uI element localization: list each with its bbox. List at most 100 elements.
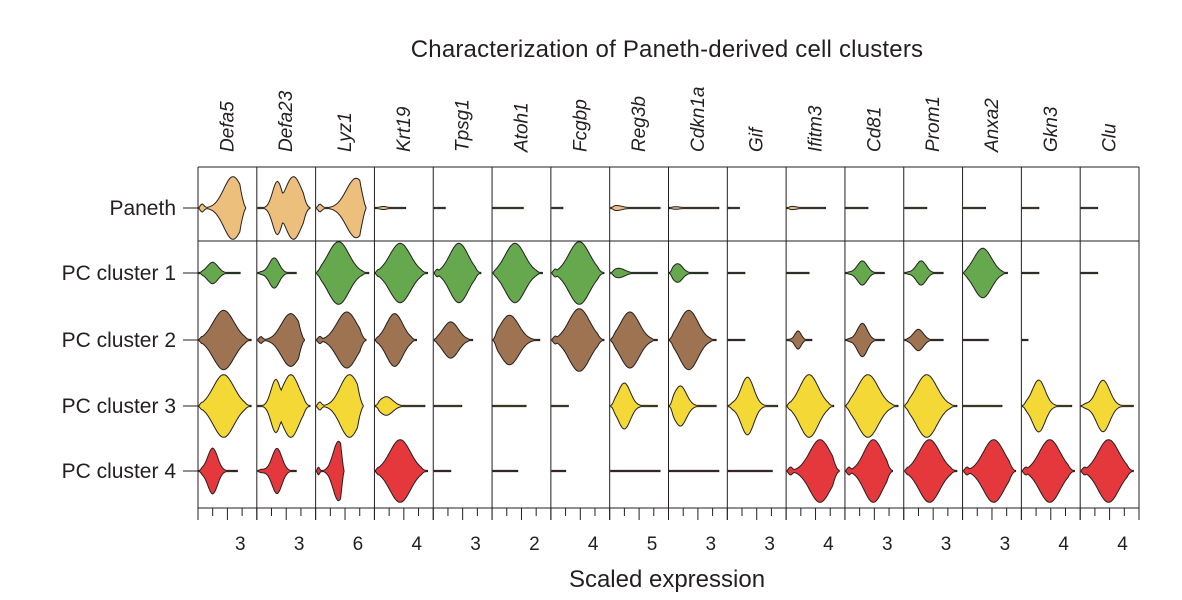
gene-label: Lyz1 bbox=[335, 112, 356, 152]
violin bbox=[1021, 271, 1040, 275]
axis-tick-label: 3 bbox=[294, 534, 305, 555]
violin bbox=[198, 309, 252, 371]
violin bbox=[786, 330, 813, 350]
violin bbox=[1080, 439, 1134, 503]
cluster-label: PC cluster 3 bbox=[62, 395, 176, 418]
violin bbox=[904, 374, 958, 438]
gene-label: Fcgbp bbox=[570, 99, 591, 152]
violin bbox=[551, 241, 605, 305]
axis-tick-label: 4 bbox=[588, 534, 599, 555]
axis-tick-label: 3 bbox=[706, 534, 717, 555]
violin bbox=[551, 206, 564, 210]
violin bbox=[963, 247, 1008, 299]
violin bbox=[727, 206, 740, 210]
cluster-label: PC cluster 4 bbox=[62, 460, 177, 483]
violin bbox=[963, 338, 989, 342]
violin bbox=[669, 469, 720, 473]
violin bbox=[316, 241, 370, 305]
gene-label: Reg3b bbox=[629, 96, 650, 152]
violin bbox=[551, 404, 569, 408]
gene-label: Prom1 bbox=[923, 96, 944, 152]
violin bbox=[610, 205, 661, 211]
violin bbox=[963, 206, 986, 210]
violin bbox=[492, 469, 519, 473]
violin bbox=[257, 447, 297, 495]
gene-label: Atoh1 bbox=[511, 102, 532, 153]
violin bbox=[374, 206, 407, 210]
gene-label: Krt19 bbox=[394, 106, 415, 152]
gene-label: Gkn3 bbox=[1041, 106, 1062, 152]
violin bbox=[904, 206, 928, 210]
violin bbox=[257, 313, 305, 367]
violin bbox=[845, 374, 899, 438]
violin bbox=[198, 374, 252, 438]
axis-tick-label: 4 bbox=[411, 534, 422, 555]
gene-label: Cd81 bbox=[864, 107, 885, 152]
violin bbox=[786, 271, 810, 275]
violin bbox=[1080, 379, 1134, 433]
gene-label: Clu bbox=[1100, 123, 1121, 152]
cluster-label: PC cluster 2 bbox=[62, 329, 176, 352]
violin bbox=[845, 439, 893, 503]
violin bbox=[610, 382, 658, 430]
axis-tick-label: 6 bbox=[353, 534, 364, 555]
violin bbox=[963, 404, 1003, 408]
x-axis-label: Scaled expression bbox=[568, 566, 766, 593]
cluster-label: Paneth bbox=[109, 197, 176, 220]
violin bbox=[963, 439, 1017, 503]
chart-title: Characterization of Paneth-derived cell … bbox=[410, 36, 924, 63]
violin bbox=[669, 385, 717, 427]
violin bbox=[786, 439, 840, 503]
gene-label: Cdkn1a bbox=[688, 87, 709, 153]
violin bbox=[316, 374, 364, 438]
axis-tick-label: 5 bbox=[647, 534, 658, 555]
violin bbox=[727, 338, 746, 342]
violin bbox=[374, 313, 417, 367]
gene-label: Defa23 bbox=[276, 90, 297, 152]
gene-label: Tpsg1 bbox=[453, 99, 474, 152]
gene-label: Ifitm3 bbox=[806, 105, 827, 152]
violin bbox=[904, 328, 944, 352]
violin bbox=[669, 309, 717, 371]
violin bbox=[1021, 379, 1073, 433]
violin bbox=[845, 260, 885, 286]
violin bbox=[433, 206, 446, 210]
violin bbox=[551, 469, 567, 473]
violin bbox=[1021, 439, 1075, 503]
gene-label: Defa5 bbox=[217, 101, 238, 152]
axis-tick-label: 3 bbox=[882, 534, 893, 555]
violin bbox=[610, 267, 658, 279]
axis-tick-label: 3 bbox=[470, 534, 481, 555]
cluster-label: PC cluster 1 bbox=[62, 262, 176, 285]
violin bbox=[1021, 338, 1029, 342]
violin bbox=[904, 260, 944, 286]
axis-tick-label: 4 bbox=[823, 534, 834, 555]
violin bbox=[433, 242, 482, 304]
violin bbox=[374, 242, 428, 304]
violin bbox=[492, 206, 524, 210]
axis-tick-label: 2 bbox=[529, 534, 540, 555]
violin bbox=[727, 469, 773, 473]
violin bbox=[845, 206, 869, 210]
axis-tick-label: 4 bbox=[1058, 534, 1069, 555]
violin bbox=[669, 263, 709, 283]
violin bbox=[786, 205, 826, 211]
violin bbox=[433, 321, 474, 359]
violin bbox=[904, 439, 958, 503]
violin bbox=[1021, 206, 1040, 210]
axis-tick-label: 3 bbox=[764, 534, 775, 555]
violin bbox=[551, 308, 605, 372]
violin bbox=[492, 404, 527, 408]
violin bbox=[433, 404, 463, 408]
violin bbox=[257, 374, 311, 438]
violin bbox=[433, 469, 452, 473]
violin bbox=[1080, 206, 1099, 210]
violin bbox=[198, 447, 238, 495]
violin bbox=[610, 311, 658, 369]
axis-tick-label: 3 bbox=[1000, 534, 1011, 555]
violin bbox=[316, 177, 367, 239]
axis-tick-label: 3 bbox=[235, 534, 246, 555]
violin bbox=[845, 322, 885, 358]
